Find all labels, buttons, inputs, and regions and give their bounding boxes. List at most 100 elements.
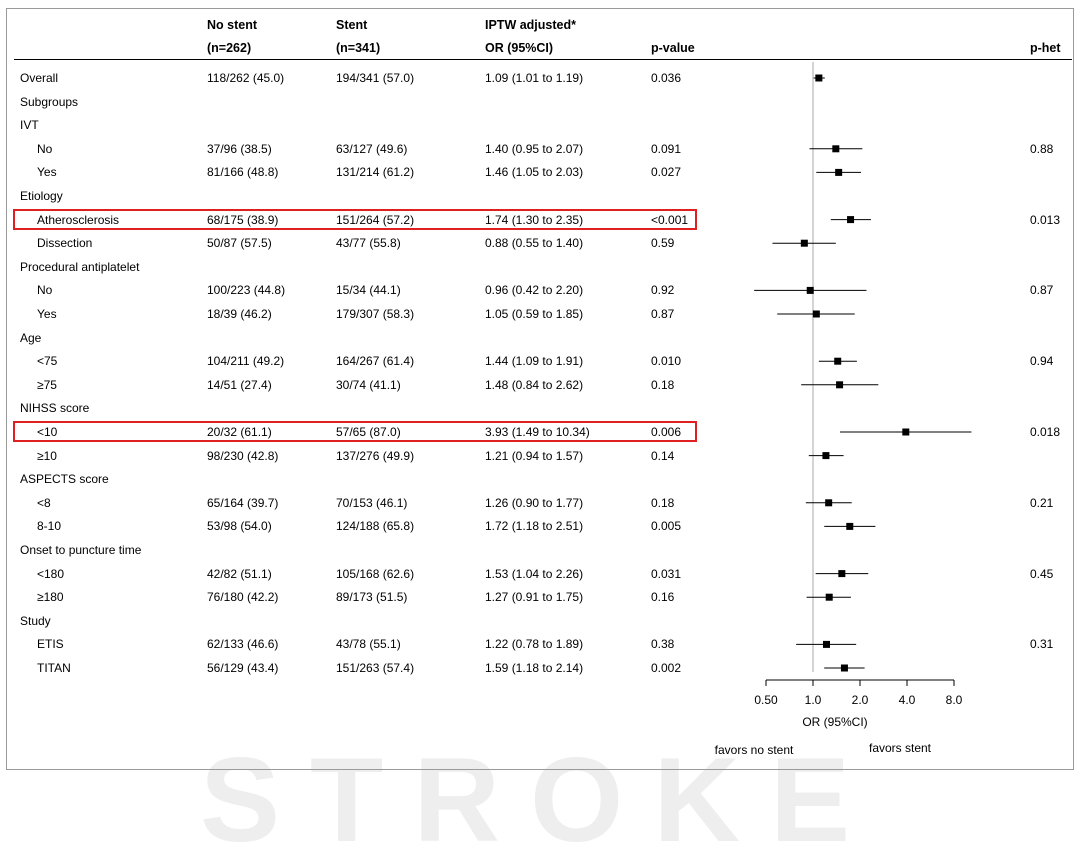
highlight-box	[13, 421, 697, 442]
row-or-text: 1.44 (1.09 to 1.91)	[485, 354, 584, 369]
point-estimate	[847, 216, 855, 224]
header-stent-n: (n=341)	[336, 41, 381, 55]
row-label: <10	[37, 425, 58, 439]
x-tick-label: 8.0	[946, 693, 963, 707]
row-phet: 0.88	[1030, 141, 1054, 156]
row-or-text: 1.40 (0.95 to 2.07)	[485, 141, 584, 156]
row-p: 0.59	[651, 236, 675, 251]
row-stent: 151/264 (57.2)	[336, 212, 415, 227]
header-stent: Stent	[336, 18, 368, 32]
row-no-stent: 42/82 (51.1)	[207, 566, 272, 581]
row-p: 0.002	[651, 661, 682, 675]
point-estimate	[822, 640, 830, 648]
row-stent: 164/267 (61.4)	[336, 354, 415, 369]
x-tick-label: 0.50	[754, 693, 778, 707]
row-or-text: 1.09 (1.01 to 1.19)	[485, 71, 584, 85]
row-label: <180	[37, 566, 65, 581]
header-pvalue: p-value	[651, 41, 695, 55]
row-or-text: 1.22 (0.78 to 1.89)	[485, 637, 584, 652]
row-label: <8	[37, 495, 51, 510]
row-no-stent: 100/223 (44.8)	[207, 283, 286, 298]
row-or-text: 1.21 (0.94 to 1.57)	[485, 448, 584, 463]
row-stent: 124/188 (65.8)	[336, 519, 415, 534]
row-or-text: 1.74 (1.30 to 2.35)	[485, 212, 584, 227]
row-stent: 179/307 (58.3)	[336, 307, 415, 321]
row-label: TITAN	[37, 661, 71, 675]
row-stent: 131/214 (61.2)	[336, 165, 415, 180]
row-stent: 57/65 (87.0)	[336, 425, 401, 439]
row-no-stent: 98/230 (42.8)	[207, 448, 279, 463]
row-or-text: 0.88 (0.55 to 1.40)	[485, 236, 584, 251]
row-stent: 194/341 (57.0)	[336, 71, 415, 85]
row-label: Onset to puncture time	[20, 543, 142, 557]
row-p: 0.18	[651, 377, 675, 392]
point-estimate	[834, 357, 842, 365]
row-phet: 0.018	[1030, 425, 1061, 439]
point-estimate	[825, 593, 833, 601]
row-phet: 0.31	[1030, 637, 1054, 652]
row-label: Overall	[20, 71, 59, 85]
header-rule	[14, 59, 1072, 60]
row-label: ≥10	[37, 448, 57, 463]
point-estimate	[838, 570, 846, 578]
row-label: NIHSS score	[20, 401, 90, 416]
row-p: 0.92	[651, 283, 675, 298]
row-label: Procedural antiplatelet	[20, 259, 140, 274]
x-tick-label: 2.0	[852, 693, 869, 707]
point-estimate	[836, 381, 844, 389]
row-stent: 137/276 (49.9)	[336, 448, 415, 463]
row-label: Yes	[37, 307, 57, 321]
row-no-stent: 104/211 (49.2)	[207, 354, 285, 369]
point-estimate	[806, 286, 814, 294]
row-no-stent: 56/129 (43.4)	[207, 661, 279, 675]
figure-frame	[6, 8, 1074, 770]
row-no-stent: 118/262 (45.0)	[207, 71, 285, 85]
row-label: ≥75	[37, 377, 57, 392]
point-estimate	[825, 499, 833, 507]
row-stent: 43/78 (55.1)	[336, 637, 401, 652]
row-label: ≥180	[37, 590, 64, 605]
row-no-stent: 81/166 (48.8)	[207, 165, 279, 180]
row-no-stent: 62/133 (46.6)	[207, 637, 279, 652]
row-or-text: 1.26 (0.90 to 1.77)	[485, 495, 584, 510]
favors-stent-label: favors stent	[869, 741, 932, 755]
favors-no-stent-label: favors no stent	[715, 743, 794, 757]
row-or-text: 1.59 (1.18 to 2.14)	[485, 661, 584, 675]
row-or-text: 1.46 (1.05 to 2.03)	[485, 165, 584, 180]
header-phet: p-het	[1030, 41, 1061, 55]
row-stent: 30/74 (41.1)	[336, 377, 401, 392]
row-stent: 70/153 (46.1)	[336, 495, 408, 510]
row-p: 0.006	[651, 425, 682, 439]
row-or-text: 1.27 (0.91 to 1.75)	[485, 590, 584, 605]
row-no-stent: 20/32 (61.1)	[207, 425, 272, 439]
point-estimate	[835, 168, 843, 176]
row-p: 0.16	[651, 590, 675, 605]
row-stent: 151/263 (57.4)	[336, 661, 415, 675]
point-estimate	[846, 522, 854, 530]
row-no-stent: 65/164 (39.7)	[207, 495, 279, 510]
header-no-stent: No stent	[207, 18, 257, 32]
point-estimate	[840, 664, 848, 672]
x-tick-label: 1.0	[805, 693, 822, 707]
highlight-box	[13, 208, 697, 230]
row-label: Etiology	[20, 189, 63, 203]
row-no-stent: 76/180 (42.2)	[207, 590, 279, 605]
row-phet: 0.94	[1030, 354, 1054, 369]
row-label: Yes	[37, 165, 57, 180]
row-p: 0.87	[651, 307, 675, 321]
row-label: IVT	[20, 118, 39, 133]
row-p: 0.14	[651, 448, 675, 463]
row-label: ASPECTS score	[20, 472, 109, 487]
row-p: 0.010	[651, 354, 682, 369]
row-label: Study	[20, 613, 51, 628]
row-p: 0.027	[651, 165, 682, 180]
row-or-text: 3.93 (1.49 to 10.34)	[485, 425, 590, 439]
row-p: 0.18	[651, 495, 675, 510]
header-or: OR (95%CI)	[485, 41, 554, 55]
row-label: No	[37, 141, 53, 156]
row-phet: 0.45	[1030, 566, 1054, 581]
row-label: Dissection	[37, 236, 93, 251]
row-label: 8-10	[37, 519, 62, 534]
row-no-stent: 50/87 (57.5)	[207, 236, 272, 251]
forest-plot: 0.50 1.0 2.0 4.0 8.0 OR (95%CI) favors no sten…	[715, 62, 972, 757]
